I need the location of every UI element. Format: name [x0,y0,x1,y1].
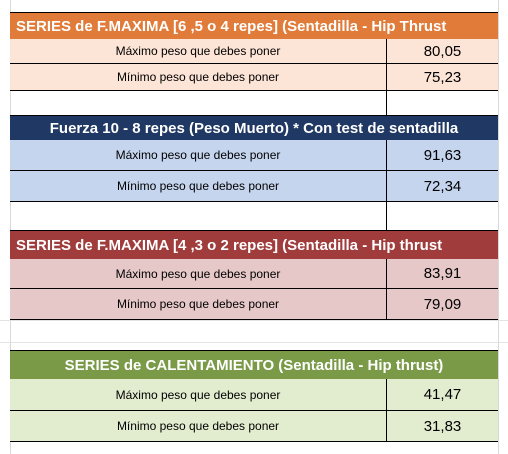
row-label: Mínimo peso que debes poner [10,289,387,319]
section-fuerza: Fuerza 10 - 8 repes (Peso Muerto) * Con … [10,115,498,231]
table-row-min: Mínimo peso que debes poner 72,34 [10,171,498,202]
section-title: SERIES de F.MAXIMA [6 ,5 o 4 repes] (Sen… [16,17,447,35]
row-value[interactable]: 31,83 [423,417,462,435]
table-row-min: Mínimo peso que debes poner 75,23 [10,64,498,91]
section-header: SERIES de F.MAXIMA [4 ,3 o 2 repes] (Sen… [10,230,498,260]
section-calentamiento: SERIES de CALENTAMIENTO (Sentadilla - Hi… [10,350,498,442]
row-label: Máximo peso que debes poner [10,259,387,288]
grid-column-line [498,0,499,454]
grid-row-line [0,342,508,343]
row-value[interactable]: 41,47 [423,386,462,403]
grid-row-line [0,320,508,321]
table-row-max: Máximo peso que debes poner 41,47 [10,379,498,411]
section-header: SERIES de CALENTAMIENTO (Sentadilla - Hi… [10,350,498,380]
table-row-max: Máximo peso que debes poner 91,63 [10,140,498,171]
grid-column-line [10,0,11,454]
row-label: Mínimo peso que debes poner [10,411,387,441]
table-row-min: Mínimo peso que debes poner 31,83 [10,411,498,442]
row-value[interactable]: 91,63 [423,146,462,164]
section-title: SERIES de CALENTAMIENTO (Sentadilla - Hi… [64,356,444,374]
row-label: Mínimo peso que debes poner [10,64,387,90]
table-row-max: Máximo peso que debes poner 80,05 [10,39,498,64]
table-row-min: Mínimo peso que debes poner 79,09 [10,289,498,320]
row-label: Máximo peso que debes poner [10,379,387,410]
row-value[interactable]: 72,34 [423,177,462,195]
row-value[interactable]: 80,05 [423,42,462,60]
section-header: SERIES de F.MAXIMA [6 ,5 o 4 repes] (Sen… [10,12,498,40]
empty-row [10,91,498,116]
section-title: SERIES de F.MAXIMA [4 ,3 o 2 repes] (Sen… [16,236,443,254]
section-fmax-high: SERIES de F.MAXIMA [6 ,5 o 4 repes] (Sen… [10,12,498,116]
section-title: Fuerza 10 - 8 repes (Peso Muerto) * Con … [49,119,459,137]
row-label: Máximo peso que debes poner [10,39,387,63]
row-label: Máximo peso que debes poner [10,140,387,170]
section-fmax-low: SERIES de F.MAXIMA [4 ,3 o 2 repes] (Sen… [10,230,498,320]
row-label: Mínimo peso que debes poner [10,171,387,201]
row-value[interactable]: 75,23 [423,68,462,86]
row-value[interactable]: 83,91 [423,265,462,282]
table-row-max: Máximo peso que debes poner 83,91 [10,259,498,289]
empty-row [10,202,498,231]
row-value[interactable]: 79,09 [423,295,462,313]
section-header: Fuerza 10 - 8 repes (Peso Muerto) * Con … [10,115,498,141]
